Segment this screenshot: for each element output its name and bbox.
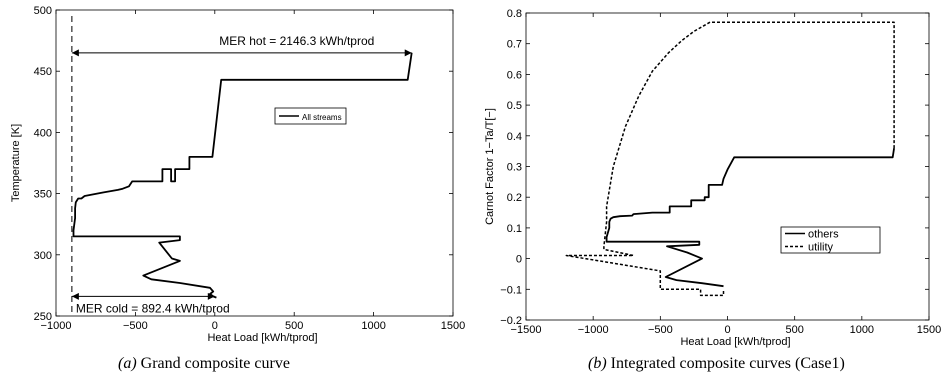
caption-b-label: (b): [588, 355, 607, 372]
y-tick-label: 450: [34, 66, 52, 78]
y-tick-label: 0.2: [507, 192, 522, 204]
x-axis-label: Heat Load [kWh/tprod]: [207, 332, 317, 344]
legend-label: utility: [808, 242, 834, 254]
caption-a: (a) Grand composite curve: [118, 355, 290, 373]
y-tick-label: 250: [34, 311, 52, 323]
caption-b: (b) Integrated composite curves (Case1): [588, 355, 845, 373]
y-tick-label: 0.1: [507, 223, 522, 235]
y-tick-label: 0.3: [507, 162, 522, 174]
series-line-others: [605, 147, 895, 288]
caption-a-label: (a): [118, 355, 137, 372]
x-tick-label: −1000: [578, 324, 609, 336]
x-tick-label: −500: [648, 324, 673, 336]
legend-box: [780, 226, 881, 254]
series-line-all-streams: [72, 52, 413, 299]
x-tick-label: −1500: [511, 324, 542, 336]
y-tick-label: 0.6: [507, 69, 522, 81]
x-axis-label: Heat Load [kWh/tprod]: [680, 336, 790, 348]
y-axis-label: Carnot Factor 1−Ta/T[−]: [484, 108, 496, 225]
x-tick-label: 1500: [441, 320, 465, 332]
x-tick-label: 0: [724, 324, 730, 336]
y-tick-label: 0.7: [507, 39, 522, 51]
y-tick-label: 0.5: [507, 100, 522, 112]
caption-a-text: Grand composite curve: [140, 355, 290, 372]
annotation-text: MER hot = 2146.3 kWh/tprod: [219, 34, 374, 48]
y-tick-label: 0.8: [507, 8, 522, 20]
y-tick-label: 0.4: [507, 131, 522, 143]
x-tick-label: −1000: [41, 320, 72, 332]
x-tick-label: 1000: [850, 324, 874, 336]
x-tick-label: 500: [785, 324, 803, 336]
chart-b: −1500 −1000 −500 0 500 1000 1500 −0.2 −0.1 0 0.1 0.…: [484, 8, 941, 348]
x-tick-label: 0: [212, 320, 218, 332]
y-tick-label: 0: [516, 254, 522, 266]
y-tick-label: −0.1: [500, 284, 522, 296]
y-tick-label: 500: [34, 5, 52, 17]
chart-a: −1000 −500 0 500 1000 1500250300350400450500H…: [10, 5, 465, 344]
plot-frame: [55, 9, 454, 317]
legend-label: others: [808, 229, 839, 241]
legend-label: All streams: [302, 113, 342, 122]
legend-box: [274, 107, 347, 125]
x-tick-label: 500: [285, 320, 303, 332]
y-tick-label: 400: [34, 127, 52, 139]
y-axis-label: Temperature [K]: [10, 124, 22, 202]
y-tick-label: 300: [34, 250, 52, 262]
y-tick-label: 350: [34, 189, 52, 201]
x-tick-label: 1500: [917, 324, 941, 336]
x-tick-label: 1000: [361, 320, 385, 332]
annotation-text: MER cold = 892.4 kWh/tprod: [76, 301, 230, 315]
y-tick-label: −0.2: [500, 315, 522, 327]
caption-b-text: Integrated composite curves (Case1): [610, 355, 845, 372]
x-tick-label: −500: [123, 320, 148, 332]
series-line-utility: [565, 21, 895, 297]
plot-frame: [525, 12, 930, 321]
